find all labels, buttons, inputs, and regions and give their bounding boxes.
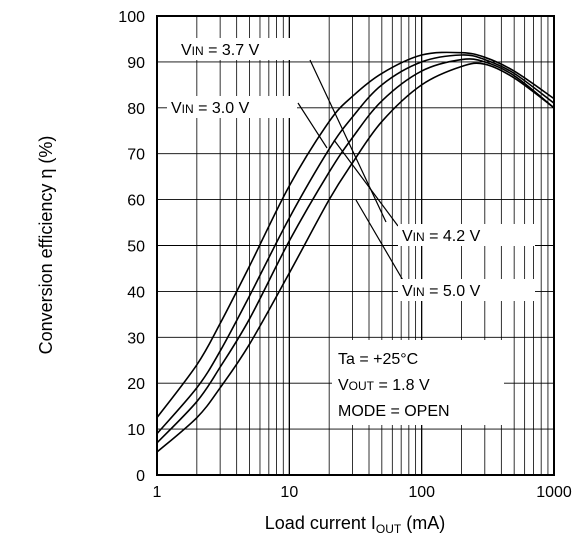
x-tick-label: 1	[153, 484, 162, 501]
plot-frame	[156, 15, 555, 476]
series-label-bg-1	[177, 38, 307, 60]
efficiency-curve-0	[156, 51, 555, 419]
series-leader-line-1	[309, 59, 387, 223]
annotation-vout-sub: OUT	[349, 379, 375, 393]
x-axis-title-sub: OUT	[376, 522, 402, 536]
series-labels: VIN = 3.0 V VIN = 3.7 V VIN = 4.2 V VIN = 5…	[167, 38, 535, 301]
annotation-mode: MODE = OPEN	[338, 403, 450, 420]
series-leader-line-3	[355, 199, 405, 283]
y-axis-title: Conversion efficiency η (%)	[36, 136, 56, 355]
annotation-vout: VOUT = 1.8 V	[338, 377, 430, 394]
x-axis-title-suffix: (mA)	[401, 513, 445, 533]
series-label-3: VIN = 5.0 V	[402, 283, 481, 300]
series-leader-line-0	[297, 102, 328, 149]
series-label-bg-3	[398, 279, 535, 301]
annotation-temperature: Ta = +25°C	[338, 351, 418, 368]
y-tick-label: 20	[127, 376, 145, 393]
annotation-mode-main: MODE = OPEN	[338, 403, 450, 420]
curves	[156, 51, 555, 453]
y-tick-label: 10	[127, 422, 145, 439]
series-label-2: VIN = 4.2 V	[402, 228, 481, 245]
y-tick-label: 30	[127, 330, 145, 347]
x-axis-title: Load current IOUT (mA)	[265, 513, 445, 536]
series-label-bg-2	[398, 224, 535, 246]
x-tick-label: 1000	[536, 484, 572, 501]
y-tick-label: 50	[127, 239, 145, 256]
series-label-0: VIN = 3.0 V	[171, 100, 250, 117]
y-tick-label: 80	[127, 101, 145, 118]
y-tick-label: 40	[127, 284, 145, 301]
annotation-temperature-main: Ta = +25°C	[338, 351, 418, 368]
conditions-box: Ta = +25°C VOUT = 1.8 V MODE = OPEN	[332, 340, 504, 425]
conditions-box-bg	[332, 340, 504, 425]
series-label-1: VIN = 3.7 V	[181, 42, 260, 59]
efficiency-curve-2	[156, 58, 555, 444]
annotation-vout-rest: = 1.8 V	[374, 377, 430, 394]
x-tick-label: 100	[408, 484, 435, 501]
x-axis-title-main: Load current I	[265, 513, 376, 533]
efficiency-curve-1	[156, 54, 555, 435]
series-leader-line-2	[333, 139, 399, 227]
y-tick-label: 0	[136, 468, 145, 485]
x-tick-label: 10	[280, 484, 298, 501]
annotation-vout-main: V	[338, 377, 349, 394]
series-label-bg-0	[167, 96, 297, 118]
y-tick-label: 90	[127, 55, 145, 72]
efficiency-curve-3	[156, 62, 555, 453]
y-tick-label: 100	[118, 9, 145, 26]
y-tick-label: 70	[127, 147, 145, 164]
leader-lines	[297, 59, 405, 283]
y-tick-label: 60	[127, 193, 145, 210]
